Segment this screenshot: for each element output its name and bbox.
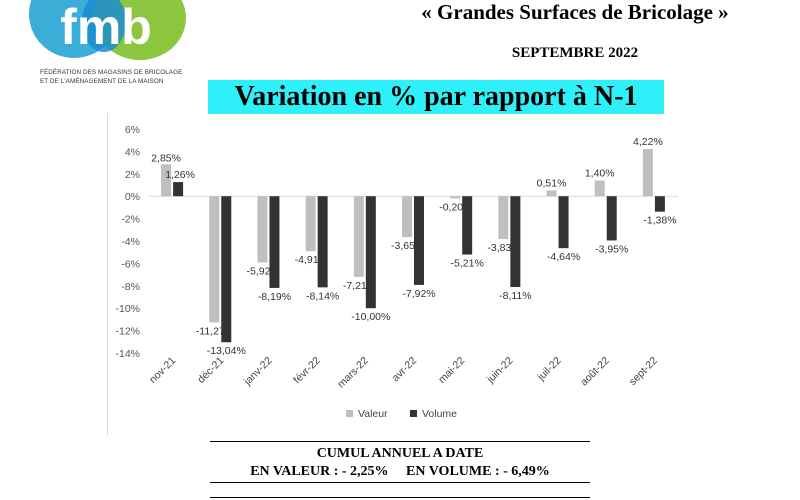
data-label-volume: -8,19% [258, 291, 291, 303]
data-label-valeur: -7,21 [343, 280, 367, 292]
bar-volume [462, 196, 473, 255]
logo-subtitle-line1: FÉDÉRATION DES MAGASINS DE BRICOLAGE [40, 69, 183, 76]
page-date: SEPTEMBRE 2022 [511, 45, 639, 61]
data-label-volume: -7,92% [402, 288, 435, 300]
bar-volume [317, 196, 328, 288]
data-label-valeur: -3,83 [487, 242, 511, 254]
x-tick-label: avr-22 [390, 355, 420, 385]
data-label-valeur: 1,40% [585, 168, 615, 180]
logo-subtitle: FÉDÉRATION DES MAGASINS DE BRICOLAGE ET … [40, 68, 200, 86]
data-label-valeur: 2,85% [151, 152, 181, 164]
annual-summary: CUMUL ANNUEL A DATE EN VALEUR : - 2,25% … [210, 441, 590, 483]
data-label-valeur: 4,22% [633, 136, 663, 148]
y-tick-label: -6% [121, 258, 140, 270]
logo-text: fmb [60, 0, 152, 55]
bar-valeur [161, 164, 172, 197]
bar-valeur [642, 148, 653, 197]
legend-label-valeur: Valeur [358, 408, 388, 420]
data-label-volume: -8,11% [499, 290, 532, 302]
bar-volume [414, 196, 424, 285]
bar-valeur [498, 196, 509, 240]
bottom-divider [210, 497, 590, 498]
x-tick-label: mars-22 [335, 355, 371, 391]
y-tick-label: 0% [125, 191, 140, 203]
chart-container: 6% 4% 2% 0% -2% -4% -6% -8% -10% -12% -14% 2,85% 1,2… [107, 113, 694, 435]
y-tick-label: -10% [115, 303, 140, 315]
x-tick-label: déc-21 [195, 355, 226, 386]
bar-valeur [209, 196, 220, 323]
bar-volume [173, 182, 184, 197]
logo-graphic: fmb [29, 0, 186, 60]
banner-text: Variation en % par rapport à N-1 [234, 81, 638, 112]
legend-swatch-volume [410, 410, 417, 417]
bar-valeur [546, 190, 557, 197]
data-label-valeur: 0,51% [537, 177, 567, 189]
bar-valeur [450, 196, 461, 199]
data-label-volume: -13,04% [207, 345, 246, 357]
y-tick-label: 6% [125, 124, 140, 136]
data-label-volume: -5,21% [451, 258, 484, 270]
y-tick-label: 4% [125, 146, 140, 158]
x-tick-label: juil-22 [535, 355, 564, 384]
bar-volume [269, 196, 280, 288]
x-tick-label: janv-22 [241, 355, 275, 389]
y-tick-label: 2% [125, 169, 140, 181]
data-label-valeur: -11,27 [196, 325, 225, 337]
data-label-volume: -4,64% [547, 251, 580, 263]
legend-label-volume: Volume [422, 408, 457, 420]
bar-valeur [594, 180, 605, 197]
page-title: « Grandes Surfaces de Bricolage » [421, 0, 729, 24]
fmb-logo: fmb FÉDÉRATION DES MAGASINS DE BRICOLAGE… [22, 0, 192, 96]
bar-valeur [305, 196, 316, 252]
chart-banner: Variation en % par rapport à N-1 [208, 80, 664, 114]
x-tick-label: août-22 [578, 355, 612, 389]
bar-volume [606, 196, 617, 241]
data-label-valeur: -4,91 [295, 254, 319, 266]
x-tick-label: juin-22 [484, 355, 516, 387]
bar-volume [221, 196, 232, 343]
y-tick-label: -12% [115, 326, 140, 338]
x-tick-label: févr-22 [291, 355, 323, 387]
bar-chart: 6% 4% 2% 0% -2% -4% -6% -8% -10% -12% -14% 2,85% 1,2… [115, 124, 678, 420]
y-tick-label: -2% [121, 214, 140, 226]
data-label-volume: -8,14% [306, 290, 339, 302]
y-tick-label: -14% [115, 348, 140, 360]
bar-volume [365, 196, 376, 309]
bar-valeur [353, 196, 364, 277]
data-label-volume: -10,00% [351, 311, 390, 323]
data-label-volume: -1,38% [643, 215, 676, 227]
bar-volume [558, 196, 569, 249]
summary-title: CUMUL ANNUEL A DATE [316, 446, 484, 461]
logo-subtitle-line2: ET DE L'AMÉNAGEMENT DE LA MAISON [40, 78, 164, 85]
data-label-volume: -3,95% [595, 243, 628, 255]
legend-swatch-valeur [346, 410, 353, 417]
bar-valeur [402, 196, 412, 238]
bar-volume [654, 196, 665, 212]
summary-values: EN VALEUR : - 2,25% EN VOLUME : - 6,49% [250, 464, 550, 479]
bar-volume [510, 196, 521, 288]
data-label-volume: 1,26% [165, 169, 195, 181]
x-tick-label: sept-22 [627, 355, 660, 388]
data-label-valeur: -5,92 [246, 266, 270, 278]
y-tick-label: -4% [121, 236, 140, 248]
y-tick-label: -8% [121, 281, 140, 293]
data-label-valeur: -3,65 [391, 240, 415, 252]
data-label-valeur: -0,20 [439, 201, 463, 213]
x-tick-label: nov-21 [147, 355, 178, 386]
x-tick-label: mai-22 [436, 355, 467, 386]
bar-valeur [257, 196, 268, 263]
